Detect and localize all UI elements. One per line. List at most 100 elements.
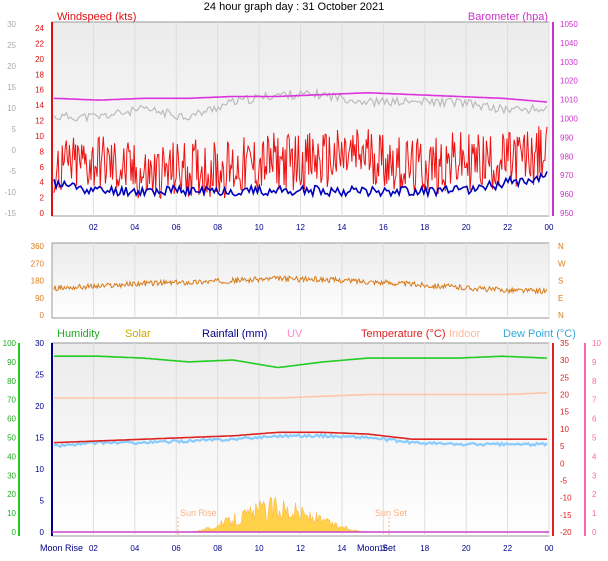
- humidity-tick-label: 60: [7, 415, 16, 424]
- temperature-tick-label: 10: [560, 425, 569, 434]
- wind-grid: [92, 22, 550, 216]
- barometer-tick-label: 1050: [560, 20, 578, 29]
- time-tick-label: 12: [296, 223, 305, 232]
- time-tick-label: 18: [420, 223, 429, 232]
- barometer-tick-label: 1030: [560, 58, 578, 67]
- windspeed-tick-label: 22: [35, 39, 44, 48]
- sun-set-label: Sun Set: [375, 508, 408, 518]
- temperature-tick-label: 15: [560, 408, 569, 417]
- windspeed-tick-label: 14: [35, 101, 44, 110]
- rain-tick-label: 20: [35, 402, 44, 411]
- humidity-tick-label: 10: [7, 509, 16, 518]
- barometer-tick-label: 970: [560, 171, 574, 180]
- humidity-tick-label: 80: [7, 377, 16, 386]
- windspeed-tick-label: 2: [40, 194, 45, 203]
- temperature-tick-label: 20: [560, 391, 569, 400]
- humidity-tick-label: 90: [7, 358, 16, 367]
- outer-tick-label: 10: [7, 104, 16, 113]
- direction-tick-label: 180: [31, 277, 45, 286]
- temperature-tick-label: 35: [560, 339, 569, 348]
- moon-set-label: Moon Set: [357, 543, 396, 553]
- barometer-tick-label: 1040: [560, 39, 578, 48]
- rain-tick-label: 5: [40, 497, 45, 506]
- time-tick-label: 04: [130, 223, 139, 232]
- uv-tick-label: 6: [592, 415, 597, 424]
- barometer-ticks: 1050 1040 1030 1020 1010 1000 990 980 970 960 950: [560, 20, 578, 218]
- barometer-tick-label: 1000: [560, 115, 578, 124]
- humidity-line: [54, 355, 548, 369]
- direction-tick-label: 0: [40, 311, 45, 320]
- rainfall-label: Rainfall (mm): [202, 328, 267, 340]
- solar-area: [178, 496, 389, 533]
- time-tick-label: 02: [89, 544, 98, 553]
- compass-label: W: [558, 259, 566, 268]
- windspeed-tick-label: 16: [35, 86, 44, 95]
- outer-tick-label: 20: [7, 62, 16, 71]
- graph-title: 24 hour graph day : 31 October 2021: [204, 1, 384, 13]
- direction-line: [53, 274, 548, 295]
- time-tick-label: 16: [379, 223, 388, 232]
- time-tick-label: 00: [545, 223, 554, 232]
- compass-label: N: [558, 311, 564, 320]
- uv-tick-label: 0: [592, 528, 597, 537]
- time-tick-label: 18: [420, 544, 429, 553]
- thermo-series: [52, 355, 549, 533]
- outer-tick-label: -5: [9, 167, 17, 176]
- humidity-tick-label: 20: [7, 490, 16, 499]
- time-tick-label: 00: [545, 544, 554, 553]
- temperature-tick-label: -15: [560, 511, 572, 520]
- windspeed-label: Windspeed (kts): [57, 11, 136, 23]
- time-tick-label: 12: [296, 544, 305, 553]
- outer-tick-label: -15: [4, 209, 16, 218]
- uv-tick-label: 4: [592, 452, 597, 461]
- outer-tick-label: 25: [7, 41, 16, 50]
- compass-label: N: [558, 242, 564, 251]
- compass-label: E: [558, 294, 563, 303]
- uv-tick-label: 10: [592, 339, 601, 348]
- barometer-tick-label: 1010: [560, 96, 578, 105]
- direction-tick-label: 90: [35, 294, 44, 303]
- uv-tick-label: 3: [592, 471, 597, 480]
- temperature-line: [53, 431, 547, 444]
- humidity-tick-label: 70: [7, 396, 16, 405]
- time-tick-label: 04: [130, 544, 139, 553]
- humidity-tick-label: 40: [7, 452, 16, 461]
- time-tick-label: 22: [503, 223, 512, 232]
- uv-tick-label: 1: [592, 509, 597, 518]
- rain-ticks: 30 25 20 15 10 5 0: [35, 339, 44, 537]
- time-tick-label: 14: [337, 544, 346, 553]
- windspeed-tick-label: 6: [40, 163, 45, 172]
- moon-rise-label: Moon Rise: [40, 543, 83, 553]
- direction-tick-label: 270: [31, 259, 45, 268]
- uv-tick-label: 2: [592, 490, 597, 499]
- rain-tick-label: 0: [40, 528, 45, 537]
- barometer-tick-label: 960: [560, 190, 574, 199]
- sun-rise-label: Sun Rise: [180, 508, 217, 518]
- time-tick-label: 20: [462, 223, 471, 232]
- time-tick-label: 20: [462, 544, 471, 553]
- time-ticks-bottom: 02 04 06 08 10 12 14 16 18 20 22 00: [89, 544, 554, 553]
- solar-label: Solar: [125, 328, 151, 340]
- outer-tick-label: -10: [4, 188, 16, 197]
- rain-tick-label: 30: [35, 339, 44, 348]
- uv-tick-label: 5: [592, 434, 597, 443]
- time-tick-label: 10: [255, 544, 264, 553]
- temperature-tick-label: -10: [560, 494, 572, 503]
- time-tick-label: 10: [255, 223, 264, 232]
- temperature-tick-label: -20: [560, 528, 572, 537]
- windspeed-tick-label: 24: [35, 24, 44, 33]
- humidity-tick-label: 30: [7, 471, 16, 480]
- windspeed-tick-label: 18: [35, 70, 44, 79]
- outer-tick-label: 0: [12, 146, 17, 155]
- windspeed-tick-label: 20: [35, 55, 44, 64]
- humidity-label: Humidity: [57, 328, 100, 340]
- barometer-tick-label: 980: [560, 152, 574, 161]
- humidity-tick-label: 100: [3, 339, 17, 348]
- gust-line: [53, 87, 548, 123]
- temperature-label: Temperature (°C): [361, 328, 445, 340]
- wind-series: [53, 87, 548, 200]
- compass-label: S: [558, 277, 563, 286]
- outer-scale-ticks: 30 25 20 15 10 5 0 -5 -10 -15: [4, 20, 16, 218]
